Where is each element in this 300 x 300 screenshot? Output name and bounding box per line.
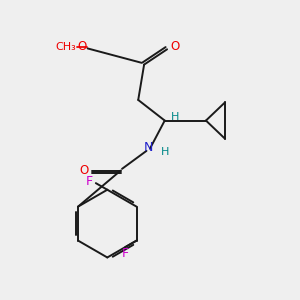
Text: CH₃: CH₃	[56, 42, 76, 52]
Text: O: O	[78, 40, 87, 53]
Text: H: H	[161, 147, 170, 158]
Text: F: F	[122, 247, 129, 260]
Text: N: N	[144, 141, 153, 154]
Text: F: F	[86, 175, 93, 188]
Text: O: O	[170, 40, 179, 53]
Text: O: O	[80, 164, 89, 176]
Text: H: H	[171, 112, 179, 122]
